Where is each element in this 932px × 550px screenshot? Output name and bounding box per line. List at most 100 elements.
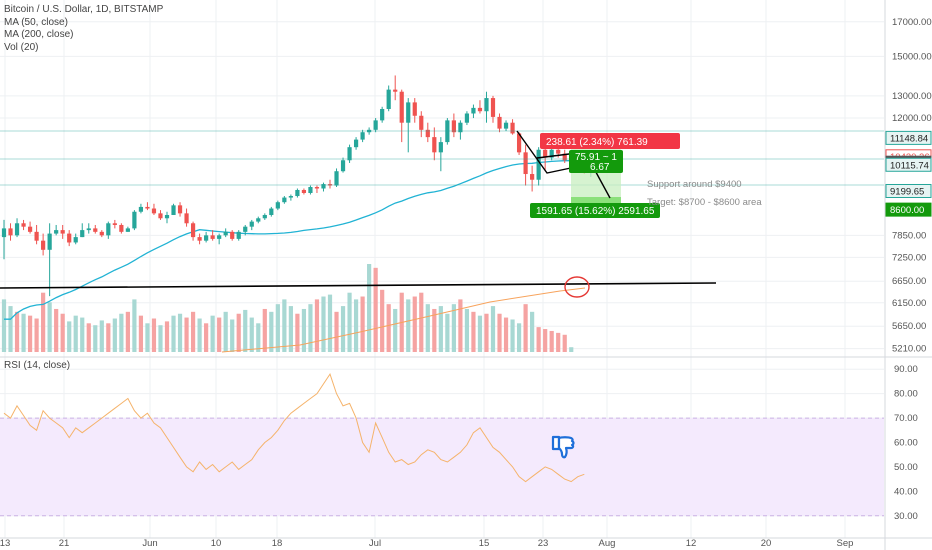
volume-bar (301, 308, 307, 352)
rsi-tick-label: 60.00 (894, 438, 918, 449)
volume-bar (386, 304, 391, 352)
rsi-tick-label: 90.00 (894, 364, 918, 375)
candle (458, 122, 463, 133)
legend-ma50: MA (50, close) (4, 16, 68, 28)
candle (282, 197, 287, 203)
candle (197, 237, 202, 241)
date-tick-label: 13 (0, 538, 10, 549)
volume-bar (516, 323, 522, 352)
candle (425, 129, 430, 138)
volume-bar (393, 308, 398, 352)
candle (80, 230, 85, 238)
legend-rsi-label: RSI (14, close) (4, 360, 71, 371)
trendline (0, 282, 717, 289)
volume-bar (1, 299, 7, 352)
candle (204, 235, 209, 241)
candle (269, 208, 274, 215)
volume-bar (477, 315, 483, 352)
candle (1, 228, 7, 238)
candle (184, 213, 189, 224)
volume-bar (236, 313, 241, 352)
price-tag-label: 8600.00 (890, 205, 924, 216)
candle (438, 142, 443, 153)
volume-bar (164, 321, 170, 352)
axes: 17000.00 15000.00 13000.00 12000.00 7850.00 7… (0, 17, 932, 549)
volume-bar (34, 318, 39, 352)
volume-bar (204, 323, 209, 352)
volume-bar (171, 315, 176, 352)
candle (125, 228, 130, 232)
rsi-band (0, 417, 884, 517)
volume-bar (80, 317, 85, 352)
volume-bar (125, 311, 130, 352)
volume-bar (458, 299, 463, 352)
candle (419, 115, 424, 130)
candle (386, 89, 391, 109)
target-bottom (571, 197, 621, 203)
ratio-line2: 6.67 (590, 162, 610, 173)
candle (360, 132, 365, 140)
candle (217, 235, 222, 239)
candle (27, 226, 33, 232)
candle (132, 211, 137, 229)
candle (112, 223, 117, 225)
candle (471, 107, 476, 114)
candle (262, 214, 267, 219)
candle (464, 113, 470, 123)
volume-bar (288, 306, 293, 352)
drawings: 238.61 (2.34%) 761.39 75.91 ~ 16.67 1591.6… (0, 130, 884, 298)
volume-bar (41, 292, 46, 352)
long-position-label: 1591.65 (15.62%) 2591.65 (536, 206, 655, 217)
candle (223, 231, 228, 236)
candle (190, 223, 196, 238)
volume-bar (14, 311, 20, 352)
volume-bar (177, 313, 183, 352)
candle (171, 205, 176, 215)
candle (510, 122, 515, 134)
volume-bar (308, 304, 313, 352)
date-tick-label: 23 (538, 538, 549, 549)
candle (451, 120, 456, 133)
volume-bar (510, 319, 515, 352)
candle (340, 160, 346, 172)
volume-bars (1, 264, 574, 352)
volume-bar (60, 313, 65, 352)
candle (497, 116, 502, 129)
volume-bar (380, 289, 385, 352)
candle (73, 237, 78, 243)
volume-bar (73, 315, 78, 352)
rsi-tick-label: 40.00 (894, 486, 918, 497)
candle (151, 208, 157, 214)
candle (256, 218, 261, 222)
date-tick-label: Jul (369, 538, 381, 549)
volume-bar (432, 308, 437, 352)
price-tick-label: 5210.00 (892, 344, 926, 355)
volume-bar (47, 302, 52, 352)
volume-bar (412, 296, 417, 352)
candle (236, 231, 241, 239)
date-tick-label: 10 (211, 538, 222, 549)
volume-bar (67, 321, 72, 352)
date-tick-label: Sep (837, 538, 854, 549)
candle (308, 187, 313, 193)
price-tag (885, 202, 932, 217)
date-tick-label: 20 (761, 538, 772, 549)
price-tick-label: 15000.00 (892, 51, 932, 62)
volume-bar (86, 323, 91, 352)
price-tick-label: 5650.00 (892, 321, 926, 332)
price-tag-label: 11148.84 (890, 133, 928, 144)
volume-bar (569, 347, 574, 352)
volume-bar (543, 329, 548, 352)
volume-bar (360, 296, 365, 352)
candle (530, 174, 535, 180)
candle (138, 206, 144, 212)
price-tags: 11148.8410430.2610191.6510115.749199.658… (885, 130, 932, 217)
candle (210, 235, 215, 239)
candle (164, 214, 170, 219)
price-tag (885, 130, 932, 145)
volume-bar (373, 267, 378, 352)
candle (334, 171, 339, 186)
volume-bar (490, 306, 496, 352)
moving-averages (4, 159, 598, 353)
